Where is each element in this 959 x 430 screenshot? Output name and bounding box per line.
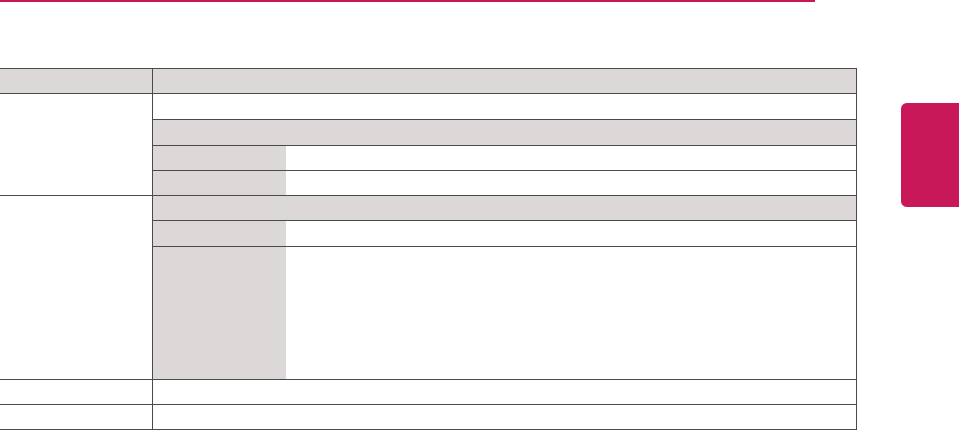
section-tab bbox=[901, 103, 959, 207]
header-cell-1 bbox=[0, 68, 152, 93]
rule bbox=[0, 404, 857, 405]
rule bbox=[152, 170, 857, 171]
rule bbox=[856, 68, 857, 430]
rule bbox=[152, 119, 857, 120]
rule bbox=[0, 195, 857, 196]
rule bbox=[0, 68, 857, 69]
header-cell-2 bbox=[152, 68, 857, 93]
rule bbox=[152, 246, 857, 247]
rule bbox=[152, 145, 857, 146]
sublabel-cell-2 bbox=[152, 220, 286, 379]
subheader-cell-2 bbox=[152, 195, 857, 220]
top-rule bbox=[0, 0, 815, 2]
rule bbox=[152, 68, 153, 430]
rule bbox=[0, 379, 857, 380]
rule bbox=[152, 220, 857, 221]
subheader-cell-1 bbox=[152, 119, 857, 145]
spec-table bbox=[0, 68, 858, 430]
rule bbox=[0, 93, 857, 94]
